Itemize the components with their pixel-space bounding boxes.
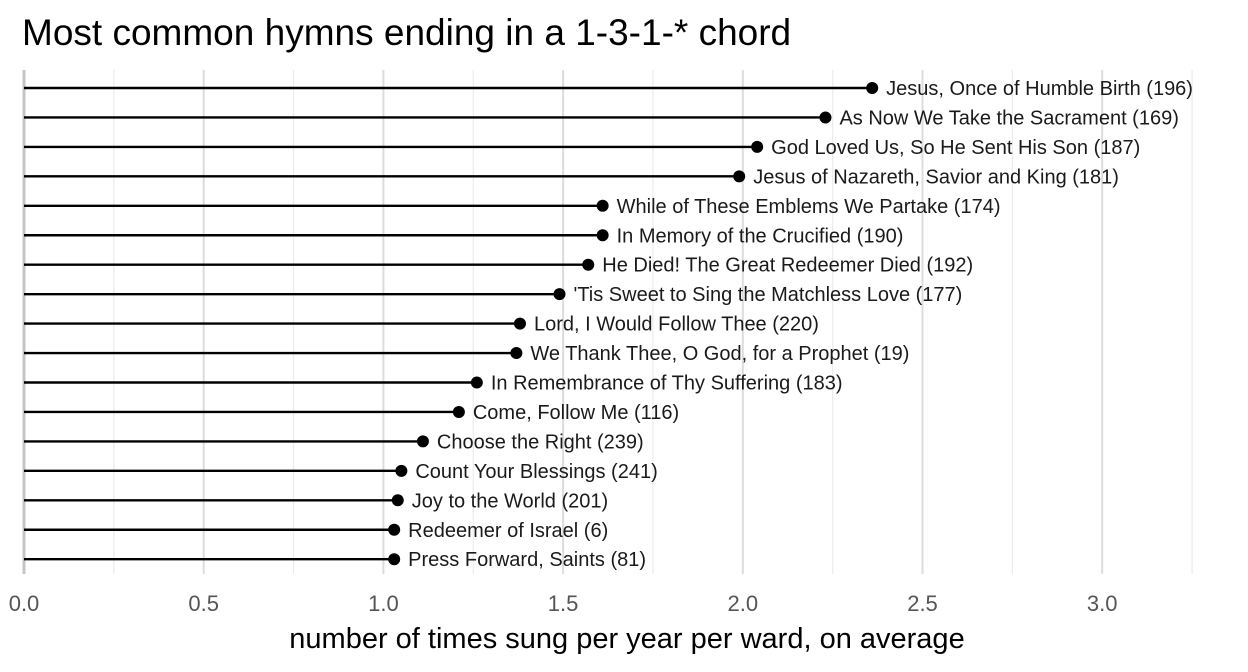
- hymn-label: While of These Emblems We Partake (174): [617, 196, 1001, 218]
- lollipop-row: In Memory of the Crucified (190): [24, 225, 903, 247]
- x-tick-label: 1.5: [548, 591, 579, 616]
- lollipop-dot: [452, 405, 465, 418]
- lollipop-dot: [751, 140, 764, 153]
- lollipop-dot: [470, 376, 483, 389]
- data-marks: Jesus, Once of Humble Birth (196) As Now …: [24, 78, 1193, 571]
- lollipop-dot: [819, 111, 832, 124]
- lollipop-row: As Now We Take the Sacrament (169): [24, 107, 1179, 129]
- hymn-label: In Remembrance of Thy Suffering (183): [491, 373, 843, 395]
- lollipop-row: He Died! The Great Redeemer Died (192): [24, 255, 973, 277]
- hymn-label: Jesus, Once of Humble Birth (196): [886, 78, 1193, 100]
- grid-lines: [22, 70, 1193, 574]
- x-tick-label: 3.0: [1087, 591, 1118, 616]
- hymn-label: God Loved Us, So He Sent His Son (187): [771, 137, 1140, 159]
- x-tick-label: 0.0: [9, 591, 40, 616]
- x-tick-label: 2.5: [907, 591, 938, 616]
- lollipop-dot: [391, 494, 404, 507]
- lollipop-dot: [395, 464, 408, 477]
- hymn-label: Redeemer of Israel (6): [408, 520, 608, 542]
- hymn-label: We Thank Thee, O God, for a Prophet (19): [530, 343, 909, 365]
- lollipop-dot: [513, 317, 526, 330]
- lollipop-dot: [510, 347, 523, 360]
- lollipop-row: Press Forward, Saints (81): [24, 549, 646, 571]
- hymn-label: Joy to the World (201): [412, 490, 608, 512]
- x-tick-label: 0.5: [188, 591, 219, 616]
- lollipop-row: Joy to the World (201): [24, 490, 608, 512]
- x-tick-label: 2.0: [728, 591, 759, 616]
- hymn-label: As Now We Take the Sacrament (169): [839, 107, 1178, 129]
- lollipop-dot: [596, 229, 609, 242]
- hymn-label: Jesus of Nazareth, Savior and King (181): [753, 166, 1119, 188]
- lollipop-dot: [388, 523, 401, 536]
- lollipop-dot: [553, 288, 566, 301]
- lollipop-dot: [582, 258, 595, 271]
- hymn-label: Lord, I Would Follow Thee (220): [534, 314, 819, 336]
- lollipop-row: Count Your Blessings (241): [24, 461, 658, 483]
- lollipop-row: Jesus of Nazareth, Savior and King (181): [24, 166, 1119, 188]
- lollipop-dot: [416, 435, 429, 448]
- lollipop-row: In Remembrance of Thy Suffering (183): [24, 373, 843, 395]
- lollipop-row: God Loved Us, So He Sent His Son (187): [24, 137, 1140, 159]
- lollipop-row: Lord, I Would Follow Thee (220): [24, 314, 819, 336]
- lollipop-row: Jesus, Once of Humble Birth (196): [24, 78, 1193, 100]
- x-tick-label: 1.0: [368, 591, 399, 616]
- lollipop-dot: [866, 82, 879, 94]
- hymn-label: 'Tis Sweet to Sing the Matchless Love (1…: [574, 284, 963, 306]
- lollipop-row: Redeemer of Israel (6): [24, 520, 608, 542]
- lollipop-dot: [388, 553, 401, 566]
- x-axis-ticks: 0.0 0.5 1.0 1.5 2.0 2.5 3.0: [9, 591, 1118, 616]
- lollipop-row: 'Tis Sweet to Sing the Matchless Love (1…: [24, 284, 962, 306]
- lollipop-dot: [596, 199, 609, 212]
- hymn-label: He Died! The Great Redeemer Died (192): [602, 255, 973, 277]
- hymn-label: Count Your Blessings (241): [415, 461, 657, 483]
- lollipop-row: Come, Follow Me (116): [24, 402, 679, 424]
- x-axis-label: number of times sung per year per ward, …: [289, 623, 964, 655]
- hymn-label: Press Forward, Saints (81): [408, 549, 646, 571]
- lollipop-row: We Thank Thee, O God, for a Prophet (19): [24, 343, 909, 365]
- lollipop-row: Choose the Right (239): [24, 431, 644, 453]
- lollipop-dot: [733, 170, 746, 183]
- hymn-label: Choose the Right (239): [437, 431, 644, 453]
- chart-title: Most common hymns ending in a 1-3-1-* ch…: [22, 12, 791, 53]
- hymn-label: Come, Follow Me (116): [473, 402, 679, 424]
- hymn-label: In Memory of the Crucified (190): [617, 225, 904, 247]
- lollipop-row: While of These Emblems We Partake (174): [24, 196, 1000, 218]
